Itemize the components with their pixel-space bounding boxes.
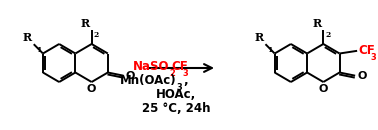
- Text: O: O: [319, 84, 328, 94]
- Text: CF: CF: [172, 60, 188, 73]
- Text: 1: 1: [36, 46, 41, 54]
- Text: 2: 2: [325, 31, 330, 39]
- Text: O: O: [125, 71, 135, 81]
- Text: O: O: [87, 84, 96, 94]
- Text: 3: 3: [177, 83, 182, 92]
- Text: HOAc,: HOAc,: [156, 87, 197, 100]
- Text: R: R: [23, 32, 32, 43]
- Text: ,: ,: [183, 73, 188, 86]
- Text: CF: CF: [358, 44, 375, 57]
- Text: NaSO: NaSO: [133, 60, 170, 73]
- Text: 25 °C, 24h: 25 °C, 24h: [142, 102, 211, 115]
- Text: R: R: [312, 18, 321, 29]
- Text: 2: 2: [94, 31, 99, 39]
- Text: R: R: [81, 18, 90, 29]
- Text: 3: 3: [183, 69, 188, 78]
- Text: 2: 2: [170, 69, 175, 78]
- Text: Mn(OAc): Mn(OAc): [120, 73, 177, 86]
- Text: O: O: [357, 71, 367, 81]
- Text: R: R: [254, 32, 263, 43]
- Text: 3: 3: [371, 53, 377, 62]
- Text: 1: 1: [268, 46, 273, 54]
